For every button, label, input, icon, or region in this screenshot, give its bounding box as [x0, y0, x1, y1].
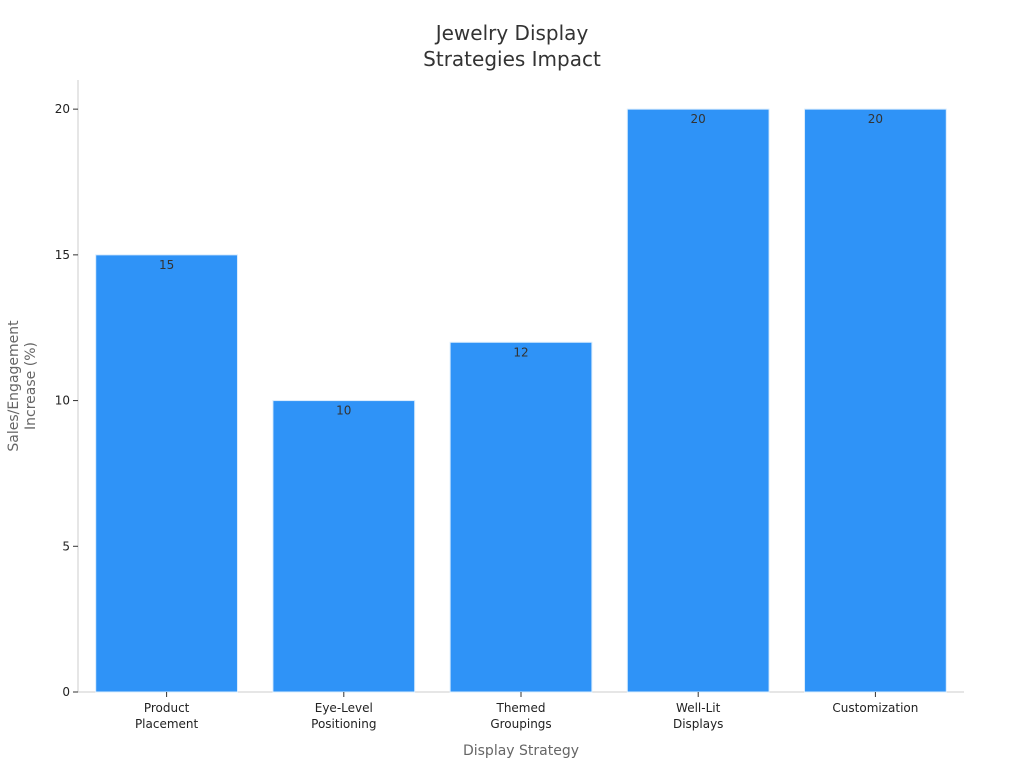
- y-axis-title-line-2: Increase (%): [23, 342, 39, 430]
- plot-area: 0 5 10 15 20 15 Product Placement 10 Eye-Level Pos…: [55, 80, 964, 731]
- y-tick-label: 5: [62, 539, 70, 553]
- bar-value-label: 20: [691, 112, 706, 126]
- y-axis-title-line-1: Sales/Engagement: [6, 320, 22, 452]
- x-tick-label: Themed: [495, 701, 545, 715]
- bar: [95, 254, 238, 693]
- y-tick-label: 15: [55, 248, 70, 262]
- x-tick-label: Groupings: [490, 717, 551, 731]
- chart-title-line-1: Jewelry Display: [434, 21, 589, 45]
- bar-value-label: 10: [336, 404, 351, 418]
- x-tick-label: Placement: [135, 717, 199, 731]
- bar: [804, 108, 947, 693]
- x-tick-label: Customization: [832, 701, 918, 715]
- bar: [449, 341, 593, 693]
- x-tick-label: Eye-Level: [315, 701, 373, 715]
- y-tick-label: 10: [55, 394, 70, 408]
- x-axis-title: Display Strategy: [463, 743, 579, 759]
- bar-value-label: 20: [868, 112, 883, 126]
- x-tick-label: Product: [144, 701, 190, 715]
- y-tick-label: 20: [55, 102, 70, 116]
- bar-value-label: 12: [513, 345, 528, 359]
- bar: [626, 108, 770, 693]
- y-tick-label: 0: [62, 685, 70, 699]
- x-tick-label: Positioning: [311, 717, 376, 731]
- chart-title-line-2: Strategies Impact: [423, 47, 601, 71]
- x-tick-label: Well-Lit: [676, 701, 721, 715]
- bar: [272, 400, 416, 693]
- bar-value-label: 15: [159, 258, 174, 272]
- x-tick-label: Displays: [673, 717, 723, 731]
- y-axis-title: Sales/Engagement Increase (%): [6, 320, 39, 452]
